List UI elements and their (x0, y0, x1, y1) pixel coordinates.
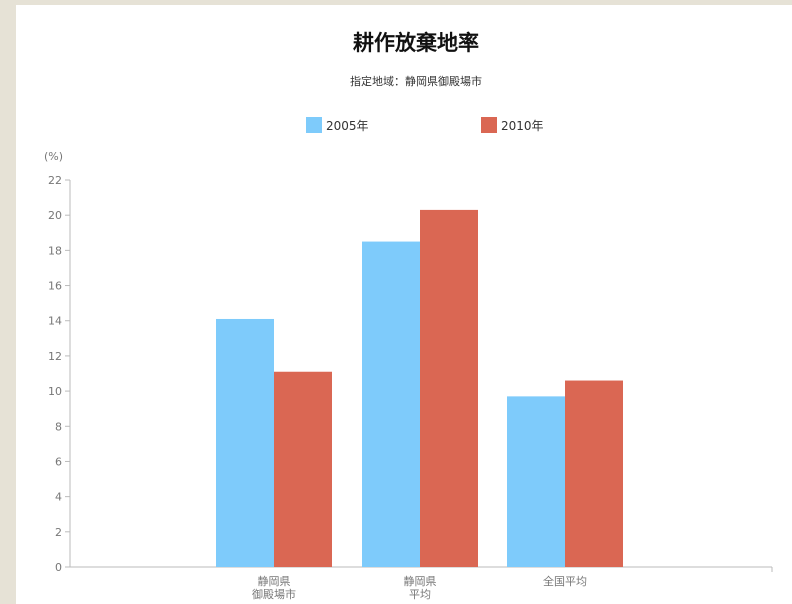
x-tick-label: 全国平均 (543, 574, 587, 588)
legend-swatch-2005 (306, 117, 322, 133)
legend-label-2010: 2010年 (501, 118, 544, 133)
x-tick-label-line: 全国平均 (543, 574, 587, 588)
legend-item-2005[interactable]: 2005年 (306, 117, 369, 133)
y-tick-label: 16 (48, 280, 62, 293)
x-tick-label: 静岡県平均 (404, 574, 437, 601)
x-tick-label-line: 静岡県 (404, 574, 437, 588)
y-tick-label: 0 (55, 561, 62, 574)
y-tick-label: 20 (48, 209, 62, 222)
x-tick-label: 静岡県御殿場市 (252, 574, 296, 601)
legend-item-2010[interactable]: 2010年 (481, 117, 544, 133)
y-tick-label: 12 (48, 350, 62, 363)
y-tick-label: 10 (48, 385, 62, 398)
chart-frame: 耕作放棄地率 指定地域：静岡県御殿場市 2005年 2010年 (%) 0 2 4 6… (16, 5, 792, 604)
bar-2005年-2[interactable] (507, 396, 565, 567)
chart-subtitle: 指定地域：静岡県御殿場市 (350, 75, 482, 88)
bar-2010年-2[interactable] (565, 380, 623, 567)
bar-2010年-1[interactable] (420, 209, 478, 567)
legend-label-2005: 2005年 (326, 118, 369, 133)
y-tick-label: 22 (48, 174, 62, 187)
y-tick-label: 14 (48, 315, 62, 328)
bar-2010年-0[interactable] (274, 371, 332, 567)
chart-title: 耕作放棄地率 (353, 31, 479, 55)
bar-2005年-1[interactable] (362, 241, 420, 567)
y-tick-label: 18 (48, 244, 62, 257)
y-tick-label: 8 (55, 420, 62, 433)
y-axis-unit: (%) (44, 150, 63, 163)
y-tick-label: 2 (55, 526, 62, 539)
y-tick-label: 6 (55, 455, 62, 468)
x-tick-label-line: 静岡県 (258, 574, 291, 588)
bar-2005年-0[interactable] (216, 318, 274, 567)
x-tick-label-line: 平均 (409, 588, 431, 601)
bar-group (216, 209, 623, 567)
legend-swatch-2010 (481, 117, 497, 133)
x-tick-label-line: 御殿場市 (252, 587, 296, 601)
y-tick-label: 4 (55, 491, 62, 504)
